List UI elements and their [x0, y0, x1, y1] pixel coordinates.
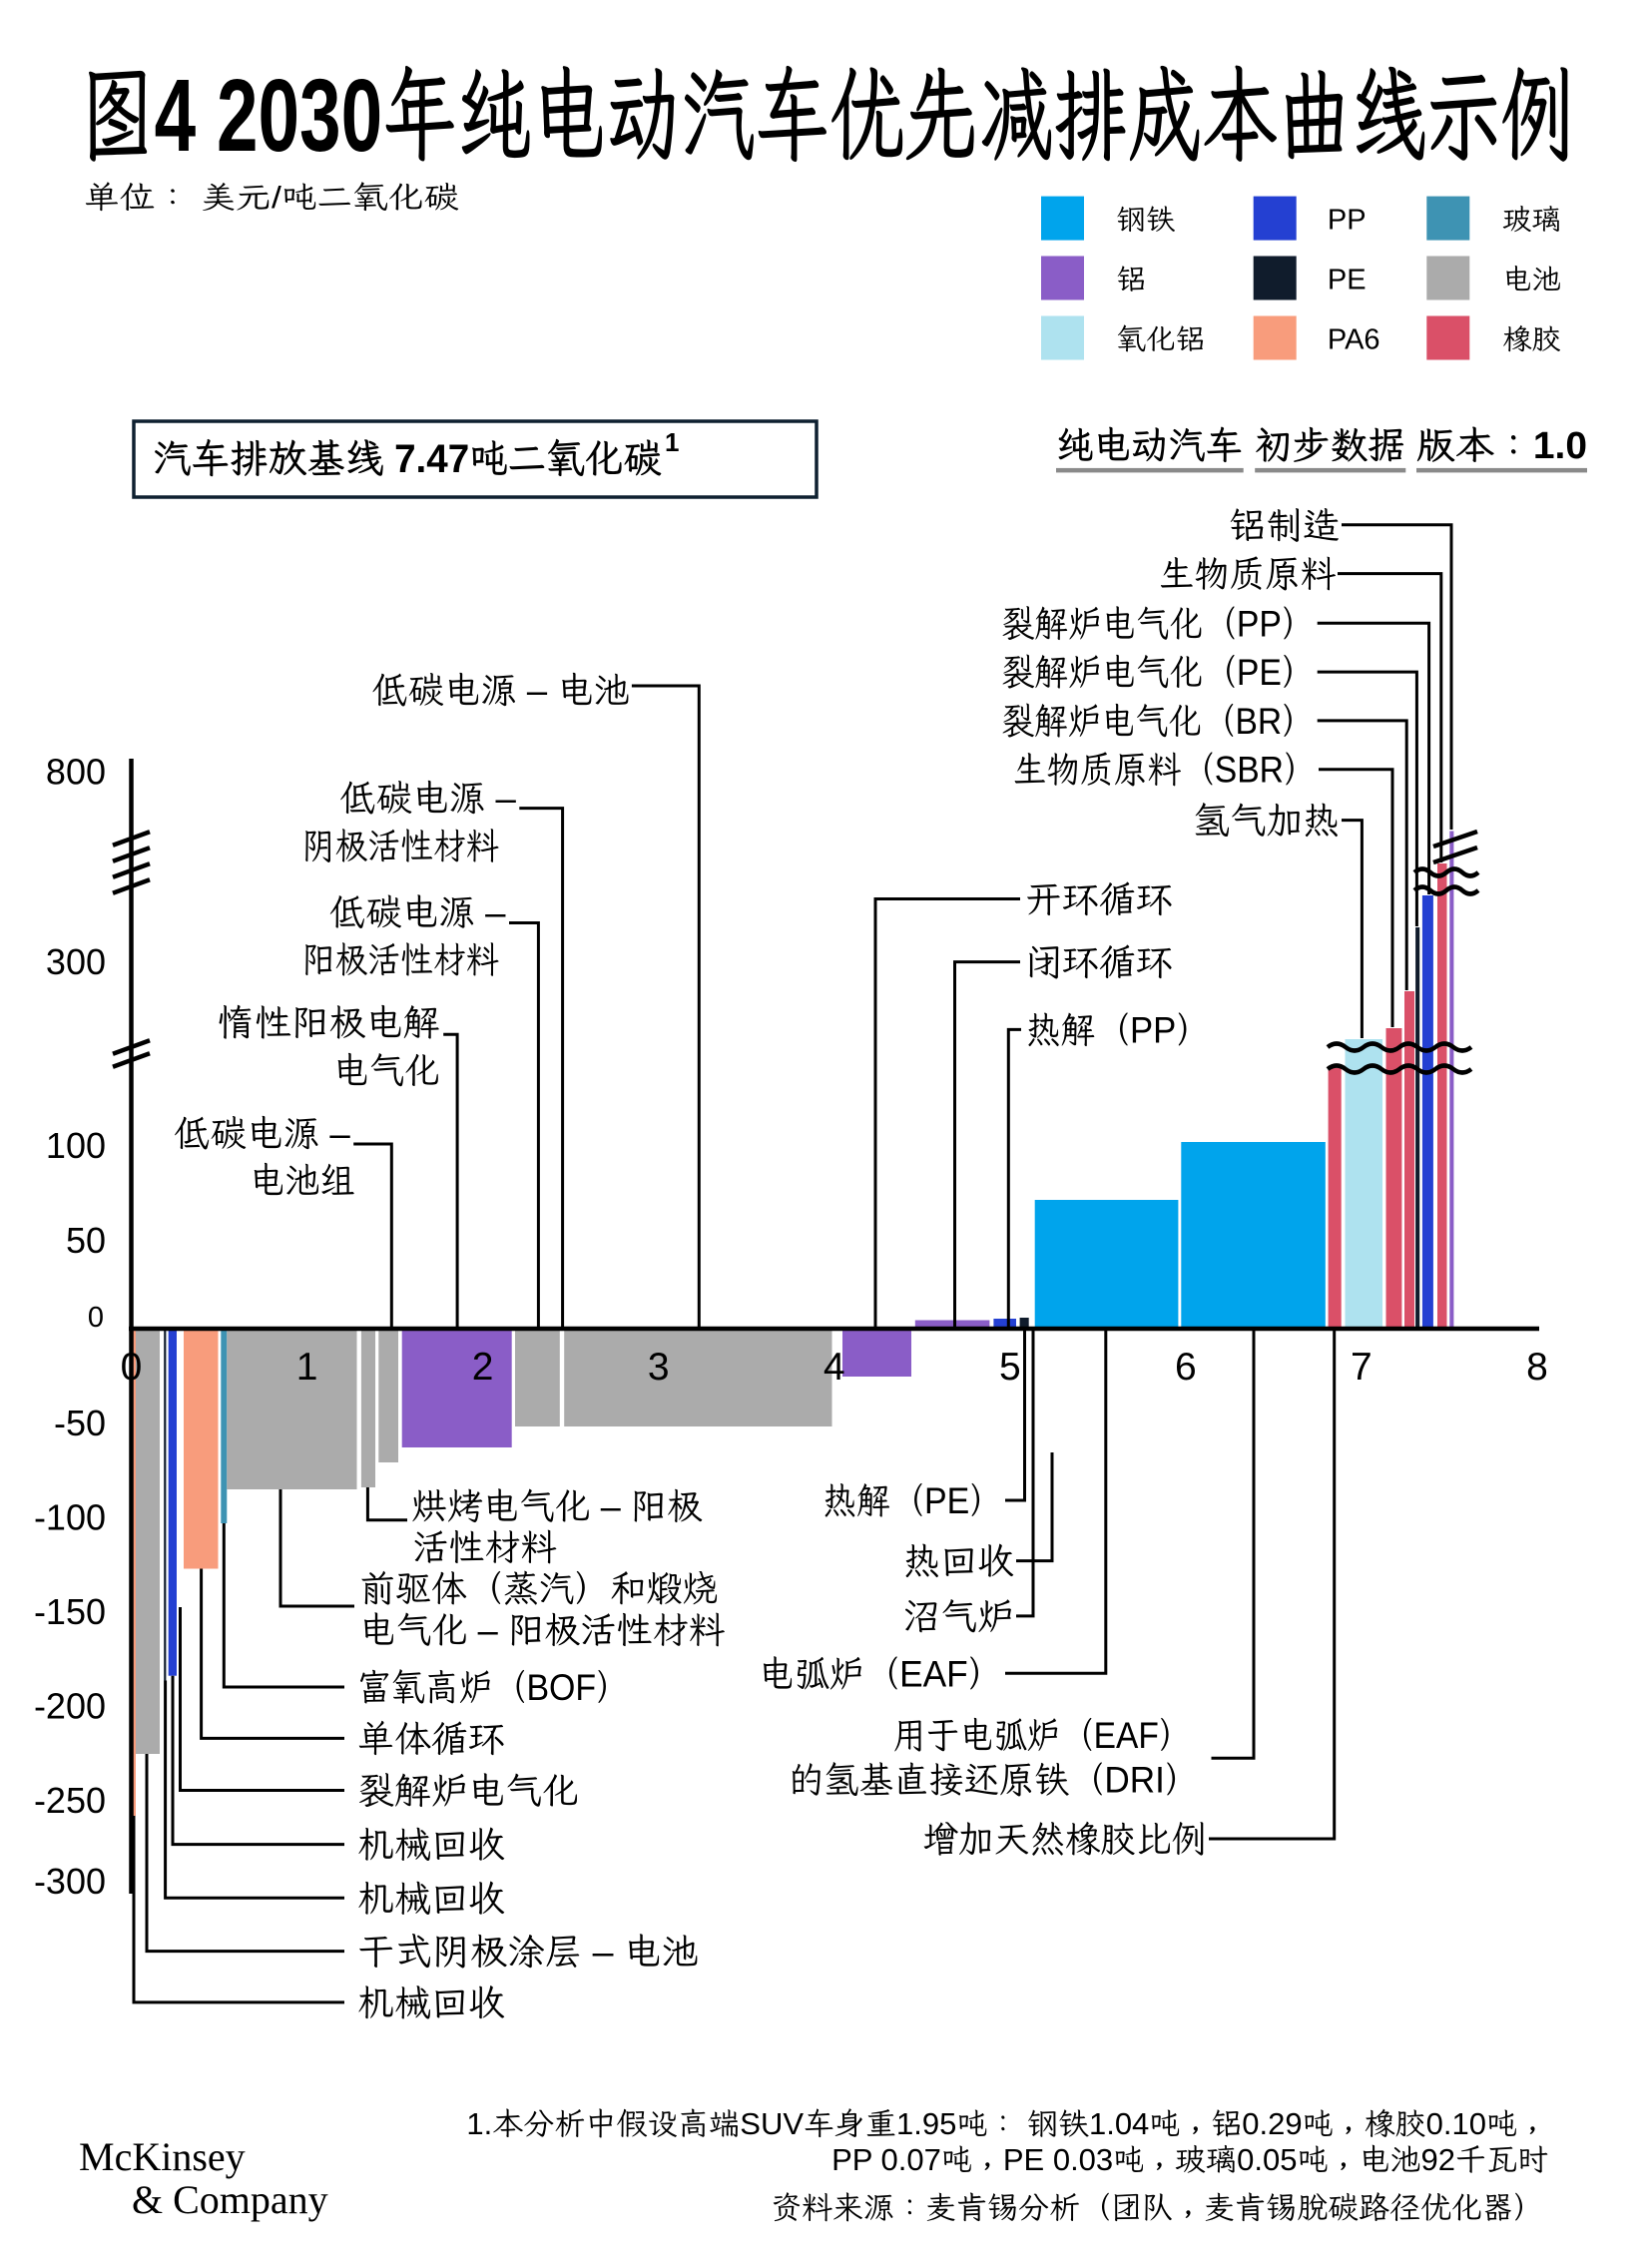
svg-text:热回收: 热回收: [903, 1541, 1014, 1582]
svg-text:低碳电源 –: 低碳电源 –: [174, 1113, 350, 1154]
svg-text:PE: PE: [1328, 265, 1367, 296]
svg-text:6: 6: [1175, 1346, 1197, 1389]
svg-text:用于电弧炉（EAF）: 用于电弧炉（EAF）: [892, 1715, 1192, 1756]
svg-text:2: 2: [472, 1346, 494, 1389]
svg-text:3: 3: [648, 1346, 670, 1389]
svg-text:1: 1: [296, 1346, 318, 1389]
svg-text:& Company: & Company: [132, 2177, 328, 2222]
svg-text:图4 2030年纯电动汽车优先减排成本曲线示例: 图4 2030年纯电动汽车优先减排成本曲线示例: [80, 58, 1575, 173]
svg-text:低碳电源 –: 低碳电源 –: [329, 891, 506, 932]
svg-text:1: 1: [665, 427, 679, 457]
svg-text:生物质原料（SBR）: 生物质原料（SBR）: [1013, 750, 1318, 791]
svg-text:钢铁: 钢铁: [1116, 205, 1175, 237]
svg-text:-300: -300: [34, 1861, 106, 1902]
svg-text:生物质原料: 生物质原料: [1159, 554, 1337, 595]
svg-text:活性材料: 活性材料: [412, 1526, 557, 1567]
svg-text:橡胶: 橡胶: [1502, 324, 1561, 356]
svg-text:电气化 – 阳极活性材料: 电气化 – 阳极活性材料: [359, 1610, 726, 1651]
svg-text:机械回收: 机械回收: [357, 1983, 505, 2023]
svg-text:增加天然橡胶比例: 增加天然橡胶比例: [922, 1819, 1207, 1860]
svg-text:单位： 美元/吨二氧化碳: 单位： 美元/吨二氧化碳: [84, 180, 459, 215]
svg-text:McKinsey: McKinsey: [79, 2134, 246, 2179]
svg-text:玻璃: 玻璃: [1502, 205, 1561, 237]
svg-text:热解（PP）: 热解（PP）: [1026, 1009, 1211, 1050]
svg-text:初步数据: 初步数据: [1255, 425, 1405, 467]
svg-text:热解（PE）: 热解（PE）: [823, 1480, 1003, 1521]
svg-text:版本：1.0: 版本：1.0: [1416, 425, 1587, 467]
svg-text:纯电动汽车: 纯电动汽车: [1056, 425, 1243, 467]
svg-text:0: 0: [121, 1346, 143, 1389]
svg-text:阳极活性材料: 阳极活性材料: [302, 939, 500, 980]
svg-text:4: 4: [824, 1346, 845, 1389]
svg-text:300: 300: [46, 941, 106, 982]
svg-text:电气化: 电气化: [333, 1050, 440, 1091]
svg-text:-100: -100: [34, 1497, 106, 1538]
svg-text:0: 0: [88, 1302, 104, 1334]
svg-text:裂解炉电气化: 裂解炉电气化: [357, 1771, 579, 1812]
svg-text:-50: -50: [54, 1403, 106, 1443]
svg-text:7: 7: [1351, 1346, 1372, 1389]
svg-text:-250: -250: [34, 1780, 106, 1821]
svg-text:5: 5: [999, 1346, 1021, 1389]
svg-text:富氧高炉（BOF）: 富氧高炉（BOF）: [357, 1667, 630, 1708]
svg-text:电弧炉（EAF）: 电弧炉（EAF）: [759, 1653, 1003, 1694]
svg-text:开环循环: 开环循环: [1025, 879, 1173, 920]
svg-text:机械回收: 机械回收: [357, 1878, 505, 1919]
svg-text:800: 800: [46, 752, 106, 793]
svg-text:前驱体（蒸汽）和煅烧: 前驱体（蒸汽）和煅烧: [359, 1568, 718, 1609]
svg-text:裂解炉电气化（PP）: 裂解炉电气化（PP）: [1001, 603, 1316, 644]
svg-text:机械回收: 机械回收: [357, 1825, 505, 1866]
svg-text:50: 50: [66, 1220, 106, 1261]
svg-text:闭环循环: 闭环循环: [1025, 942, 1173, 983]
svg-text:氢气加热: 氢气加热: [1193, 801, 1340, 842]
svg-text:PP: PP: [1328, 205, 1367, 237]
svg-text:汽车排放基线 7.47吨二氧化碳: 汽车排放基线 7.47吨二氧化碳: [153, 437, 662, 481]
svg-text:沼气炉: 沼气炉: [903, 1596, 1014, 1637]
svg-text:裂解炉电气化（BR）: 裂解炉电气化（BR）: [1001, 701, 1316, 742]
svg-text:PA6: PA6: [1328, 324, 1380, 356]
svg-text:8: 8: [1526, 1346, 1548, 1389]
svg-text:低碳电源 –: 低碳电源 –: [339, 778, 516, 819]
svg-text:氧化铝: 氧化铝: [1116, 324, 1205, 356]
svg-text:100: 100: [46, 1125, 106, 1166]
svg-text:-200: -200: [34, 1686, 106, 1727]
svg-text:阴极活性材料: 阴极活性材料: [302, 826, 500, 866]
svg-text:低碳电源 – 电池: 低碳电源 – 电池: [371, 670, 630, 711]
svg-text:电池: 电池: [1502, 265, 1561, 296]
svg-text:裂解炉电气化（PE）: 裂解炉电气化（PE）: [1001, 652, 1316, 693]
svg-text:的氢基直接还原铁（DRI）: 的氢基直接还原铁（DRI）: [789, 1760, 1200, 1801]
svg-text:单体循环: 单体循环: [357, 1718, 505, 1759]
svg-text:铝: 铝: [1116, 265, 1146, 296]
svg-text:干式阴极涂层 – 电池: 干式阴极涂层 – 电池: [357, 1932, 699, 1973]
svg-text:惰性阳极电解: 惰性阳极电解: [218, 1002, 440, 1043]
svg-text:烘烤电气化 – 阳极: 烘烤电气化 – 阳极: [411, 1485, 703, 1526]
svg-text:铝制造: 铝制造: [1229, 505, 1340, 546]
svg-text:电池组: 电池组: [250, 1160, 355, 1201]
svg-text:-150: -150: [34, 1591, 106, 1632]
